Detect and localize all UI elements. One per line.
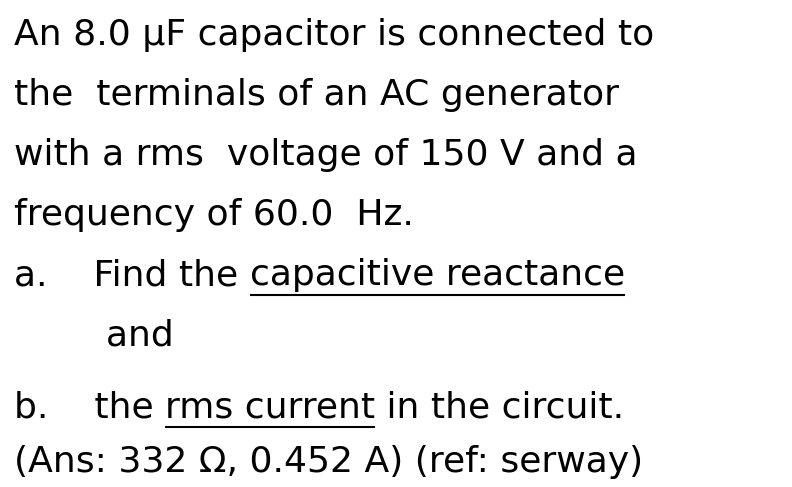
Text: capacitive reactance: capacitive reactance xyxy=(249,258,625,292)
Text: the  terminals of an AC generator: the terminals of an AC generator xyxy=(14,78,619,112)
Text: (Ans: 332 Ω, 0.452 A) (ref: serway): (Ans: 332 Ω, 0.452 A) (ref: serway) xyxy=(14,445,643,479)
Text: b.    the: b. the xyxy=(14,390,165,424)
Text: frequency of 60.0  Hz.: frequency of 60.0 Hz. xyxy=(14,198,414,232)
Text: a.    Find the: a. Find the xyxy=(14,258,249,292)
Text: with a rms  voltage of 150 V and a: with a rms voltage of 150 V and a xyxy=(14,138,638,172)
Text: and: and xyxy=(14,318,173,352)
Text: in the circuit.: in the circuit. xyxy=(375,390,624,424)
Text: An 8.0 μF capacitor is connected to: An 8.0 μF capacitor is connected to xyxy=(14,18,654,52)
Text: rms current: rms current xyxy=(165,390,375,424)
